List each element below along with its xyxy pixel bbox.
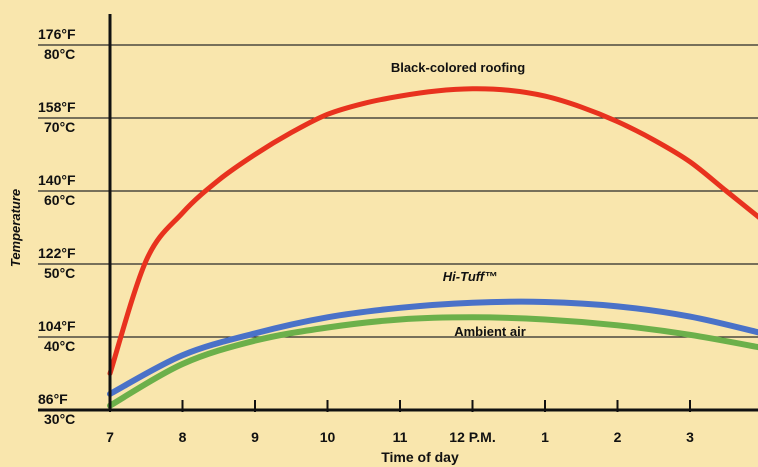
y-axis-title: Temperature [8, 189, 23, 267]
x-tick-label: 3 [686, 429, 694, 445]
black-roofing-label: Black-colored roofing [391, 60, 525, 75]
hi-tuff-label: Hi-Tuff™ [443, 269, 497, 284]
ambient-air-line [107, 314, 758, 409]
y-tick-fahrenheit-label: 104°F [38, 318, 76, 334]
x-tick-labels: 7 8 9 10 11 12 P.M. 1 2 3 [106, 429, 694, 445]
x-tick-label: 8 [179, 429, 187, 445]
gridlines [38, 44, 758, 338]
y-tick-celsius-label: 60°C [44, 192, 75, 208]
x-tick-label: 7 [106, 429, 114, 445]
x-tick-label: 1 [541, 429, 549, 445]
x-tick-label: 9 [251, 429, 259, 445]
axes [38, 14, 758, 412]
x-tick-label: 11 [393, 429, 408, 445]
y-tick-fahrenheit-label: 122°F [38, 245, 76, 261]
y-tick-celsius-label: 30°C [44, 411, 75, 427]
y-tick-celsius-label: 50°C [44, 265, 75, 281]
y-tick-fahrenheit-label: 86°F [38, 391, 68, 407]
x-tick-marks [109, 400, 691, 412]
y-tick-fahrenheit-label: 176°F [38, 26, 76, 42]
x-tick-label: 10 [320, 429, 336, 445]
ambient-air-label: Ambient air [454, 324, 526, 339]
y-tick-celsius-label: 40°C [44, 338, 75, 354]
x-tick-label: 2 [614, 429, 622, 445]
y-tick-celsius-label: 80°C [44, 46, 75, 62]
y-tick-labels: 86°F 30°C 104°F 40°C 122°F 50°C 140°F 60°C 158°F… [38, 26, 76, 427]
hi-tuff-line [107, 298, 758, 397]
y-tick-fahrenheit-label: 140°F [38, 172, 76, 188]
x-axis-title: Time of day [381, 449, 459, 465]
x-tick-label: 12 P.M. [449, 429, 495, 445]
series-labels: Black-colored roofing Hi-Tuff™ Ambient air [391, 60, 526, 339]
y-tick-fahrenheit-label: 158°F [38, 99, 76, 115]
series-lines [107, 86, 758, 409]
y-tick-celsius-label: 70°C [44, 119, 75, 135]
black-roofing-line [107, 86, 758, 376]
